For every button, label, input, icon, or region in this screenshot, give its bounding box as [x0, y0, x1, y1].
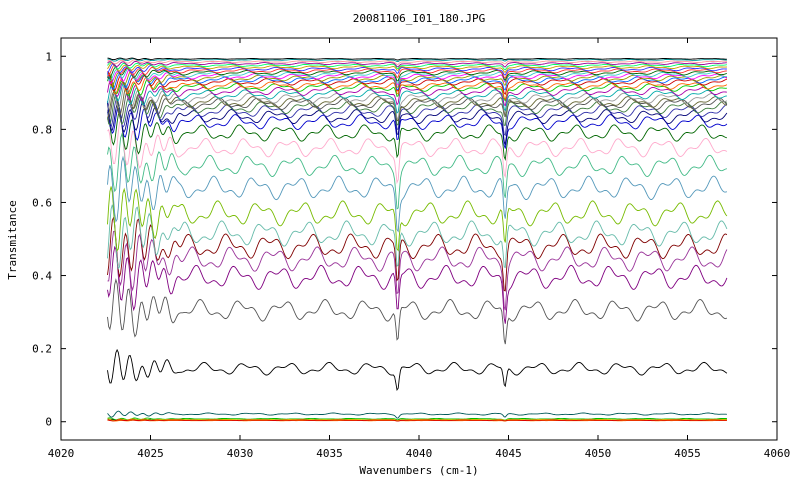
- y-tick-label: 1: [45, 50, 52, 63]
- y-axis: 0 0.2 0.4 0.6 0.8 1: [32, 50, 777, 429]
- series-line: [107, 62, 727, 73]
- series-line: [107, 62, 727, 76]
- x-tick-label: 4055: [674, 447, 701, 460]
- x-tick-label: 4020: [48, 447, 75, 460]
- series-line: [107, 82, 728, 119]
- series-line: [107, 57, 727, 61]
- series-line: [107, 186, 728, 252]
- y-tick-label: 0.2: [32, 343, 52, 356]
- series-line: [107, 89, 728, 122]
- series-line: [107, 230, 728, 311]
- series-line: [107, 110, 728, 161]
- x-tick-label: 4060: [764, 447, 791, 460]
- y-tick-label: 0.4: [32, 270, 52, 283]
- series-line: [107, 71, 728, 101]
- y-axis-label: Transmitance: [6, 200, 19, 279]
- x-tick-label: 4040: [406, 447, 433, 460]
- series-line: [107, 97, 728, 137]
- series-line: [107, 59, 727, 65]
- series-line: [107, 204, 728, 270]
- series-line: [107, 67, 727, 84]
- series-line: [107, 77, 727, 107]
- series-line: [107, 118, 728, 185]
- x-tick-label: 4030: [227, 447, 254, 460]
- series-line: [107, 216, 728, 292]
- series-line: [107, 60, 727, 68]
- series-line: [107, 70, 728, 88]
- series-line: [107, 410, 727, 419]
- series-line: [107, 101, 728, 149]
- series-line: [107, 101, 728, 146]
- y-tick-label: 0: [45, 416, 52, 429]
- series-line: [107, 85, 728, 122]
- series-line: [107, 418, 727, 421]
- series-line: [107, 73, 727, 91]
- x-tick-label: 4050: [585, 447, 612, 460]
- y-tick-label: 0.6: [32, 196, 52, 209]
- series-line: [107, 73, 727, 102]
- x-tick-label: 4045: [495, 447, 522, 460]
- series-line: [107, 68, 728, 86]
- series-line: [107, 278, 728, 345]
- x-axis: 4020 4025 4030 4035 4040 4045 4050 4055 4060: [48, 38, 791, 460]
- series-line: [107, 245, 728, 324]
- series-line: [107, 155, 728, 233]
- series-line: [107, 348, 728, 392]
- series-layer: [107, 57, 728, 422]
- chart-title: 20081106_I01_180.JPG: [353, 12, 485, 25]
- series-line: [107, 419, 727, 422]
- y-tick-label: 0.8: [32, 123, 52, 136]
- series-line: [107, 132, 728, 210]
- series-line: [107, 61, 727, 71]
- series-line: [107, 94, 728, 126]
- x-tick-label: 4035: [316, 447, 343, 460]
- series-line: [107, 58, 727, 63]
- x-tick-label: 4025: [137, 447, 164, 460]
- x-axis-label: Wavenumbers (cm-1): [359, 464, 478, 477]
- series-line: [107, 71, 728, 95]
